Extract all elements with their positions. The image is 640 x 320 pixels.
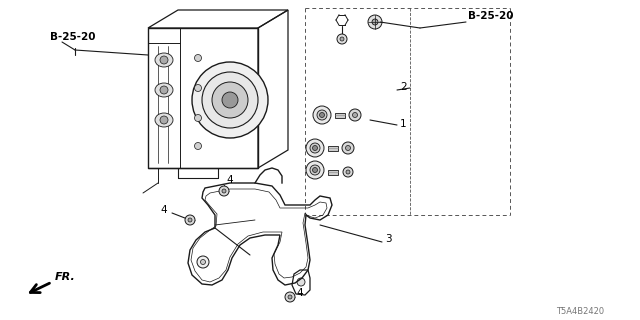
Text: 4: 4 bbox=[160, 205, 166, 215]
Bar bbox=[328, 170, 338, 174]
Circle shape bbox=[220, 95, 226, 101]
Text: T5A4B2420: T5A4B2420 bbox=[556, 308, 604, 316]
Text: 1: 1 bbox=[400, 119, 406, 129]
Text: B-25-20: B-25-20 bbox=[50, 32, 95, 42]
Circle shape bbox=[200, 260, 205, 265]
Circle shape bbox=[310, 165, 320, 175]
Circle shape bbox=[192, 62, 268, 138]
Ellipse shape bbox=[155, 83, 173, 97]
Text: 3: 3 bbox=[385, 234, 392, 244]
Circle shape bbox=[219, 186, 229, 196]
Circle shape bbox=[349, 109, 361, 121]
Circle shape bbox=[297, 278, 305, 286]
Circle shape bbox=[285, 292, 295, 302]
Ellipse shape bbox=[155, 113, 173, 127]
Circle shape bbox=[197, 256, 209, 268]
Circle shape bbox=[222, 92, 238, 108]
Circle shape bbox=[288, 295, 292, 299]
Circle shape bbox=[160, 116, 168, 124]
Circle shape bbox=[372, 19, 378, 25]
Circle shape bbox=[195, 115, 202, 122]
Circle shape bbox=[342, 142, 354, 154]
Text: FR.: FR. bbox=[55, 272, 76, 282]
Bar bbox=[148, 28, 258, 168]
Circle shape bbox=[160, 86, 168, 94]
Circle shape bbox=[310, 143, 320, 153]
Circle shape bbox=[346, 170, 350, 174]
Circle shape bbox=[222, 189, 226, 193]
Circle shape bbox=[343, 167, 353, 177]
Circle shape bbox=[340, 37, 344, 41]
Circle shape bbox=[195, 84, 202, 92]
Circle shape bbox=[202, 72, 258, 128]
Text: 4: 4 bbox=[296, 288, 303, 298]
Circle shape bbox=[185, 215, 195, 225]
Circle shape bbox=[368, 15, 382, 29]
Ellipse shape bbox=[155, 53, 173, 67]
Bar bbox=[335, 113, 345, 117]
Circle shape bbox=[188, 218, 192, 222]
Text: 2: 2 bbox=[400, 82, 406, 92]
Circle shape bbox=[195, 54, 202, 61]
Text: B-25-20: B-25-20 bbox=[468, 11, 513, 21]
Circle shape bbox=[312, 167, 317, 172]
Circle shape bbox=[353, 113, 358, 117]
Circle shape bbox=[346, 146, 351, 150]
Text: 4: 4 bbox=[226, 175, 232, 185]
Circle shape bbox=[319, 113, 324, 117]
Circle shape bbox=[160, 56, 168, 64]
Circle shape bbox=[195, 142, 202, 149]
Bar bbox=[328, 146, 338, 150]
Circle shape bbox=[317, 110, 327, 120]
Circle shape bbox=[312, 146, 317, 150]
Circle shape bbox=[306, 139, 324, 157]
Circle shape bbox=[337, 34, 347, 44]
Circle shape bbox=[313, 106, 331, 124]
Circle shape bbox=[306, 161, 324, 179]
Circle shape bbox=[212, 82, 248, 118]
